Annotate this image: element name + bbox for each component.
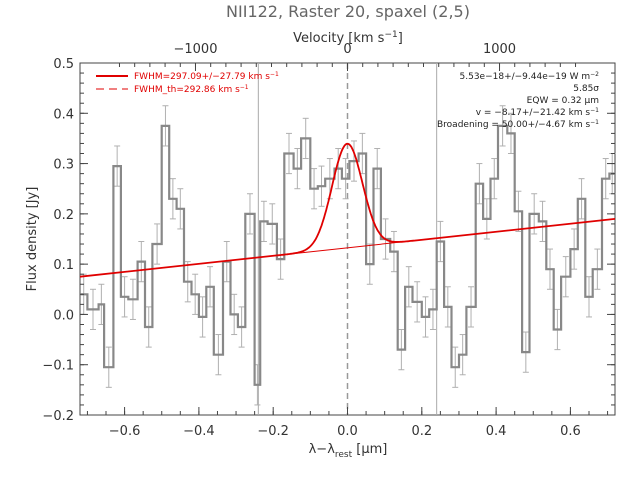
top-axis-label: Velocity [km s−1] bbox=[293, 30, 403, 46]
annotation-sigma: 5.85σ bbox=[573, 84, 599, 94]
annotation-flux: 5.53e−18+/−9.44e−19 W m−2 bbox=[460, 71, 600, 82]
y-tick-label: 0.3 bbox=[53, 158, 74, 173]
gaussian-fit-line bbox=[79, 142, 616, 278]
x-tick-label: −0.4 bbox=[183, 424, 215, 439]
y-tick-label: 0.5 bbox=[53, 57, 74, 72]
annotation-eqw: EQW = 0.32 μm bbox=[527, 96, 599, 106]
fit-annotations: 5.53e−18+/−9.44e−19 W m−2 5.85σ EQW = 0.… bbox=[437, 71, 599, 130]
top-tick-label: 1000 bbox=[483, 42, 516, 57]
y-axis-label: Flux density [Jy] bbox=[25, 187, 40, 292]
y-tick-label: −0.2 bbox=[42, 409, 74, 424]
x-tick-label: −0.6 bbox=[109, 424, 141, 439]
y-tick-label: 0.2 bbox=[53, 208, 74, 223]
top-axis-ticks: −1000 0 1000 bbox=[118, 42, 577, 71]
annotation-velocity: v = −8.17+/−21.42 km s−1 bbox=[476, 107, 599, 118]
y-tick-label: 0.1 bbox=[53, 258, 74, 273]
y-axis-ticks: −0.2 −0.1 0.0 0.1 0.2 0.3 0.4 0.5 bbox=[42, 57, 615, 424]
data-step-series bbox=[80, 124, 615, 386]
y-tick-label: 0.4 bbox=[53, 107, 74, 122]
top-tick-label: 0 bbox=[343, 42, 351, 57]
x-axis-label: λ−λrest [μm] bbox=[309, 442, 388, 460]
legend: FWHM=297.09+/−27.79 km s−1 FWHM_th=292.8… bbox=[96, 71, 279, 95]
x-axis-ticks: −0.6 −0.4 −0.2 0.0 0.2 0.4 0.6 bbox=[86, 407, 609, 439]
x-tick-label: 0.4 bbox=[486, 424, 507, 439]
y-tick-label: 0.0 bbox=[53, 308, 74, 323]
x-tick-label: 0.2 bbox=[411, 424, 432, 439]
top-tick-label: −1000 bbox=[173, 42, 217, 57]
legend-label-fwhm: FWHM=297.09+/−27.79 km s−1 bbox=[134, 71, 279, 82]
chart-title: NII122, Raster 20, spaxel (2,5) bbox=[226, 2, 470, 21]
y-tick-label: −0.1 bbox=[42, 359, 74, 374]
x-tick-label: 0.6 bbox=[560, 424, 581, 439]
x-tick-label: 0.0 bbox=[337, 424, 358, 439]
legend-label-fwhm-th: FWHM_th=292.86 km s−1 bbox=[134, 84, 249, 95]
x-tick-label: −0.2 bbox=[257, 424, 289, 439]
annotation-broadening: Broadening = 50.00+/−4.67 km s−1 bbox=[437, 119, 599, 130]
